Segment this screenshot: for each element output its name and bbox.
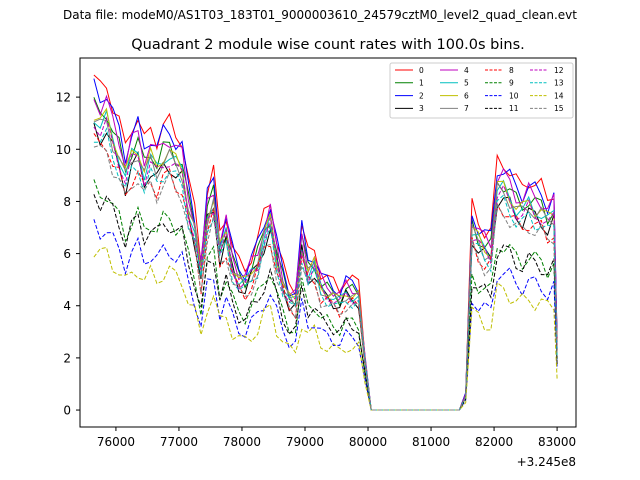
series-line-8 xyxy=(93,133,558,411)
series-line-6 xyxy=(93,107,558,411)
legend-label-10: 10 xyxy=(509,91,519,100)
legend-label-6: 6 xyxy=(464,91,469,100)
y-tick-label: 2 xyxy=(63,351,71,365)
chart-title: Quadrant 2 module wise count rates with … xyxy=(131,37,525,53)
x-tick-label: 83000 xyxy=(538,435,576,449)
x-axis: 76000 77000 78000 79000 80000 81000 82000 83000 xyxy=(97,427,576,449)
x-offset-label: +3.245e8 xyxy=(517,455,576,469)
legend-label-5: 5 xyxy=(464,79,469,88)
y-axis: 0 2 4 6 8 10 12 xyxy=(56,91,80,418)
y-tick-label: 6 xyxy=(63,247,71,261)
legend-label-1: 1 xyxy=(419,79,424,88)
x-tick-label: 76000 xyxy=(97,435,135,449)
legend-label-4: 4 xyxy=(464,66,469,75)
y-tick-label: 8 xyxy=(63,195,71,209)
series-line-14 xyxy=(93,246,558,411)
legend-label-0: 0 xyxy=(419,66,424,75)
y-tick-label: 4 xyxy=(63,299,71,313)
legend-label-2: 2 xyxy=(419,91,424,100)
plot-area xyxy=(93,74,558,411)
legend-label-11: 11 xyxy=(509,104,519,113)
x-tick-label: 79000 xyxy=(286,435,324,449)
legend-label-8: 8 xyxy=(509,66,514,75)
legend-label-7: 7 xyxy=(464,104,469,113)
legend-label-3: 3 xyxy=(419,104,424,113)
x-tick-label: 78000 xyxy=(223,435,261,449)
series-line-15 xyxy=(93,144,558,411)
x-tick-label: 81000 xyxy=(412,435,450,449)
series-line-4 xyxy=(93,94,558,411)
series-line-10 xyxy=(93,219,558,411)
chart-suptitle: Data file: modeM0/AS1T03_183T01_90000036… xyxy=(63,8,577,22)
legend-label-13: 13 xyxy=(554,79,564,88)
plot-frame xyxy=(79,57,577,428)
legend-label-12: 12 xyxy=(554,66,564,75)
legend-box xyxy=(389,62,574,119)
series-line-3 xyxy=(93,122,558,411)
y-tick-label: 0 xyxy=(63,404,71,418)
series-line-11 xyxy=(93,194,558,411)
x-tick-label: 77000 xyxy=(160,435,198,449)
series-line-9 xyxy=(93,179,558,411)
series-line-12 xyxy=(93,116,558,411)
legend-label-15: 15 xyxy=(554,104,564,113)
y-tick-label: 12 xyxy=(56,91,71,105)
legend-label-9: 9 xyxy=(509,79,514,88)
series-line-13 xyxy=(93,127,558,411)
series-line-2 xyxy=(93,78,558,411)
x-tick-label: 82000 xyxy=(475,435,513,449)
series-line-5 xyxy=(93,109,558,411)
legend-label-14: 14 xyxy=(554,91,564,100)
x-tick-label: 80000 xyxy=(349,435,387,449)
y-tick-label: 10 xyxy=(56,143,71,157)
